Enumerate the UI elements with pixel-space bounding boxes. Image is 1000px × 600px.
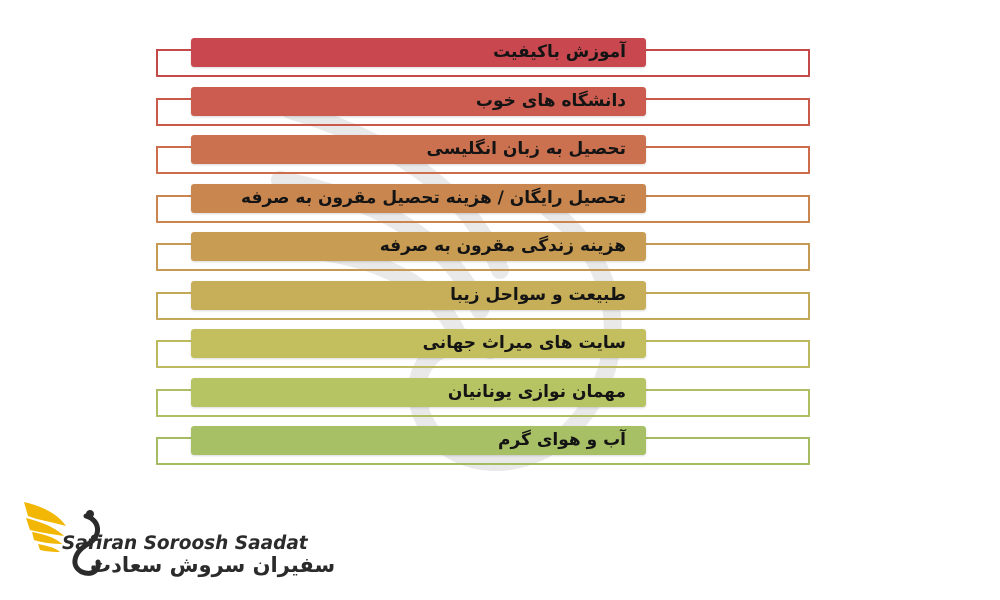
feature-list: آموزش باکیفیت دانشگاه های خوب تحصیل به زبا… bbox=[0, 38, 1000, 474]
list-item-outline bbox=[156, 194, 810, 223]
list-item: آب و هوای گرم bbox=[0, 426, 1000, 474]
list-item-bar: طبیعت و سواحل زیبا bbox=[191, 280, 646, 310]
list-item-outline bbox=[156, 97, 810, 126]
list-item: تحصیل به زبان انگلیسی bbox=[0, 135, 1000, 183]
list-item-outline bbox=[156, 146, 810, 174]
list-item-bar: هزینه زندگی مقرون به صرفه bbox=[191, 232, 646, 261]
list-item-outline bbox=[156, 291, 810, 320]
list-item-bar: مهمان نوازی یونانیان bbox=[191, 377, 646, 407]
list-item: مهمان نوازی یونانیان bbox=[0, 377, 1000, 426]
list-item-outline bbox=[156, 437, 810, 465]
list-item-outline bbox=[156, 340, 810, 368]
list-item-bar: آموزش باکیفیت bbox=[191, 38, 646, 67]
list-item-outline bbox=[156, 243, 810, 271]
list-item: هزینه زندگی مقرون به صرفه bbox=[0, 232, 1000, 280]
brand-name-persian: سفیران سروش سعادت bbox=[90, 553, 336, 577]
list-item-outline bbox=[156, 49, 810, 77]
list-item-bar: تحصیل به زبان انگلیسی bbox=[191, 135, 646, 164]
brand-logo-icon bbox=[24, 502, 101, 576]
list-item-bar: تحصیل رایگان / هزینه تحصیل مقرون به صرفه bbox=[191, 183, 646, 213]
list-item-bar: آب و هوای گرم bbox=[191, 426, 646, 455]
list-item-bar: سایت های میراث جهانی bbox=[191, 329, 646, 358]
list-item-outline bbox=[156, 388, 810, 417]
list-item-bar: دانشگاه های خوب bbox=[191, 86, 646, 116]
list-item: آموزش باکیفیت bbox=[0, 38, 1000, 86]
list-item: طبیعت و سواحل زیبا bbox=[0, 280, 1000, 329]
list-item: سایت های میراث جهانی bbox=[0, 329, 1000, 377]
list-item: تحصیل رایگان / هزینه تحصیل مقرون به صرفه bbox=[0, 183, 1000, 232]
brand-name-english: Safiran Soroosh Saadat bbox=[62, 533, 308, 554]
list-item: دانشگاه های خوب bbox=[0, 86, 1000, 135]
